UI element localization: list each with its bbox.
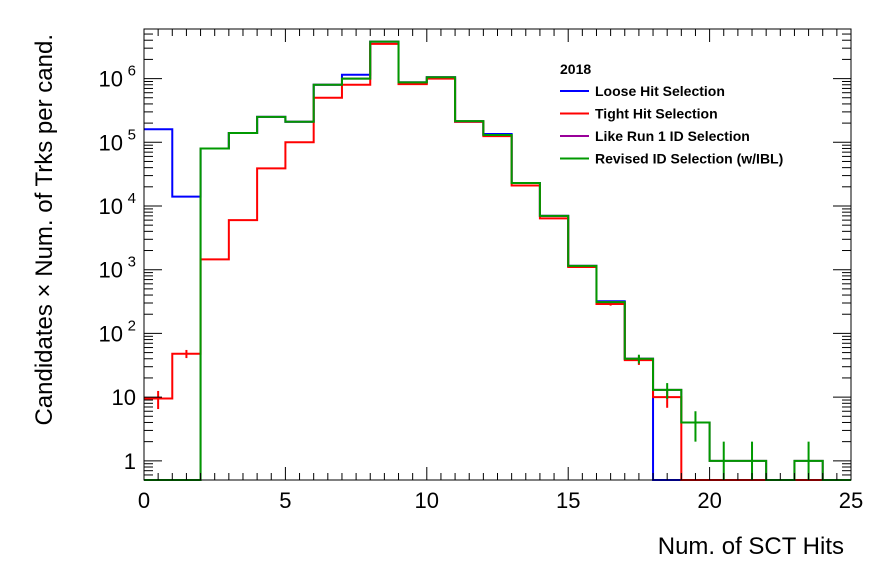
plot-frame <box>143 28 852 481</box>
y-tick-label: 1 <box>124 449 136 474</box>
y-tick-label: 10 <box>99 130 123 155</box>
y-tick-exponent: 6 <box>128 63 136 80</box>
series-line <box>144 40 851 481</box>
y-tick-exponent: 5 <box>128 126 136 143</box>
x-axis-title: Num. of SCT Hits <box>658 533 844 560</box>
y-axis-title: Candidates × Num. of Trks per cand. <box>31 34 58 426</box>
y-tick-label: 10 <box>112 385 136 410</box>
y-tick-label: 10 <box>99 67 123 92</box>
series-layer <box>144 40 851 481</box>
y-tick-exponent: 4 <box>128 190 136 207</box>
y-tick-label: 10 <box>99 321 123 346</box>
legend-label: Loose Hit Selection <box>595 83 725 99</box>
axes-layer: 0 5 10 15 20 25 1 10 10 2 10 3 10 4 10 5 10 6 <box>99 28 863 513</box>
x-tick-label: 25 <box>839 488 863 513</box>
x-tick-label: 20 <box>697 488 721 513</box>
series-line <box>144 40 851 481</box>
y-tick-exponent: 3 <box>128 254 136 271</box>
y-tick-label: 10 <box>99 258 123 283</box>
legend-label: Like Run 1 ID Selection <box>595 128 750 144</box>
legend: 2018 Loose Hit Selection Tight Hit Select… <box>560 61 783 167</box>
y-tick-exponent: 2 <box>128 317 136 334</box>
legend-label: Tight Hit Selection <box>595 106 718 122</box>
x-tick-label: 15 <box>556 488 580 513</box>
x-tick-label: 10 <box>415 488 439 513</box>
y-tick-label: 10 <box>99 194 123 219</box>
x-tick-label: 0 <box>138 488 150 513</box>
x-tick-label: 5 <box>279 488 291 513</box>
series-line <box>144 42 851 481</box>
series-line <box>144 40 851 481</box>
legend-label: Revised ID Selection (w/IBL) <box>595 151 783 167</box>
legend-header: 2018 <box>560 61 591 77</box>
